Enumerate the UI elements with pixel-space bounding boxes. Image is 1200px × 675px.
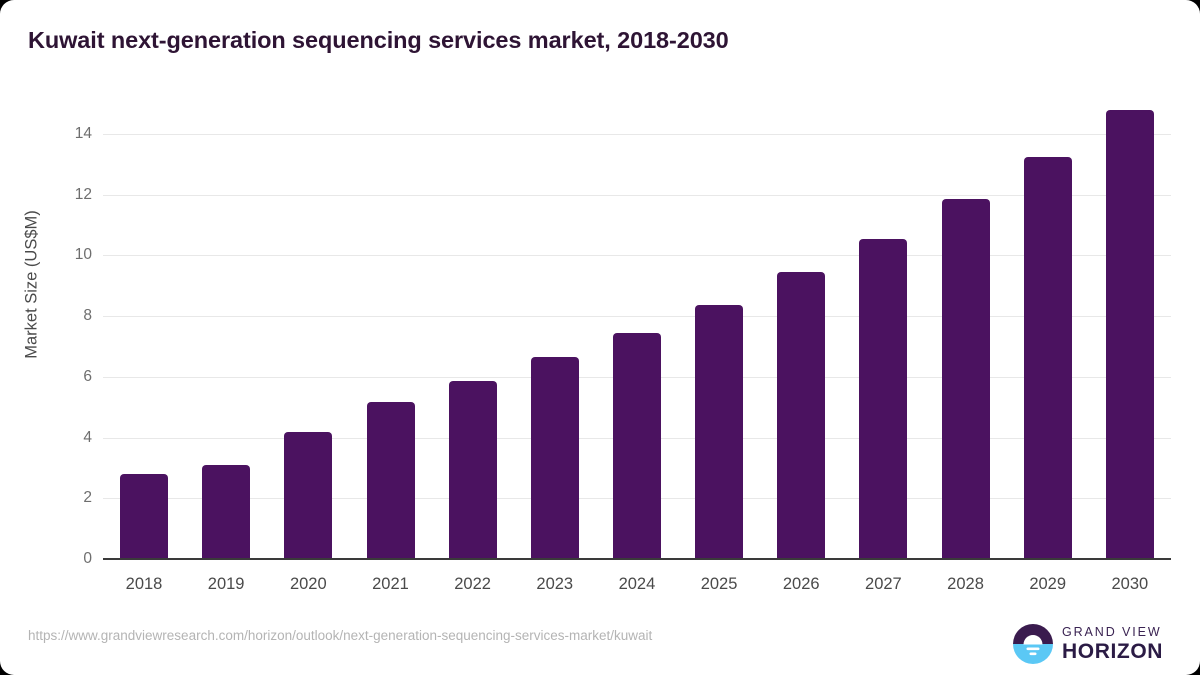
x-axis-tick-label: 2026 xyxy=(782,575,820,593)
x-axis-tick-label: 2023 xyxy=(536,575,574,593)
logo-line-1: GRAND VIEW xyxy=(1062,625,1162,639)
y-axis-tick-label: 12 xyxy=(74,185,92,203)
x-axis-tick-label: 2018 xyxy=(125,575,163,593)
x-axis-tick-label: 2028 xyxy=(947,575,984,593)
bar[interactable] xyxy=(448,380,497,559)
source-url[interactable]: https://www.grandviewresearch.com/horizo… xyxy=(28,628,653,643)
logo-line-2: HORIZON xyxy=(1062,640,1164,663)
bar[interactable] xyxy=(530,356,579,559)
x-axis-tick-label: 2022 xyxy=(454,575,491,593)
bar[interactable] xyxy=(941,199,990,559)
y-axis-title: Market Size (US$M) xyxy=(22,210,41,359)
horizon-circle-icon xyxy=(1013,624,1053,664)
x-axis-tick-label: 2020 xyxy=(289,575,327,593)
bar[interactable] xyxy=(1023,157,1072,559)
y-axis-tick-label: 0 xyxy=(83,550,92,567)
bar[interactable] xyxy=(120,474,169,559)
logo-wordmark: GRAND VIEW HORIZON xyxy=(1062,624,1163,663)
x-axis-tick-label: 2024 xyxy=(618,575,656,593)
grand-view-horizon-logo: GRAND VIEW HORIZON xyxy=(1010,620,1170,666)
bar[interactable] xyxy=(695,304,744,559)
bar[interactable] xyxy=(777,271,826,559)
y-axis-tick-label: 4 xyxy=(83,428,92,446)
x-axis-line xyxy=(103,558,1171,560)
x-axis-tick-label: 2027 xyxy=(865,575,902,593)
bar[interactable] xyxy=(202,464,251,559)
bar[interactable] xyxy=(284,432,333,559)
bar[interactable] xyxy=(366,402,415,559)
bar[interactable] xyxy=(613,332,661,559)
y-axis-tick-label: 14 xyxy=(74,125,92,142)
x-axis-tick-label: 2019 xyxy=(207,575,245,593)
x-axis-tick-label: 2030 xyxy=(1111,575,1149,593)
x-axis-tick-label: 2021 xyxy=(372,575,409,593)
page-title: Kuwait next-generation sequencing servic… xyxy=(28,27,729,53)
y-axis-tick-label: 2 xyxy=(83,489,92,507)
x-axis-tick-label: 2025 xyxy=(700,575,738,593)
bar-series xyxy=(103,109,1171,559)
y-axis-tick-label: 6 xyxy=(83,367,92,385)
bar[interactable] xyxy=(1105,109,1154,559)
y-axis-tick-label: 8 xyxy=(83,307,92,325)
y-axis-tick-label: 10 xyxy=(74,246,92,264)
x-axis-tick-label: 2029 xyxy=(1029,575,1067,593)
plot-area xyxy=(103,109,1171,559)
bar[interactable] xyxy=(859,238,908,559)
